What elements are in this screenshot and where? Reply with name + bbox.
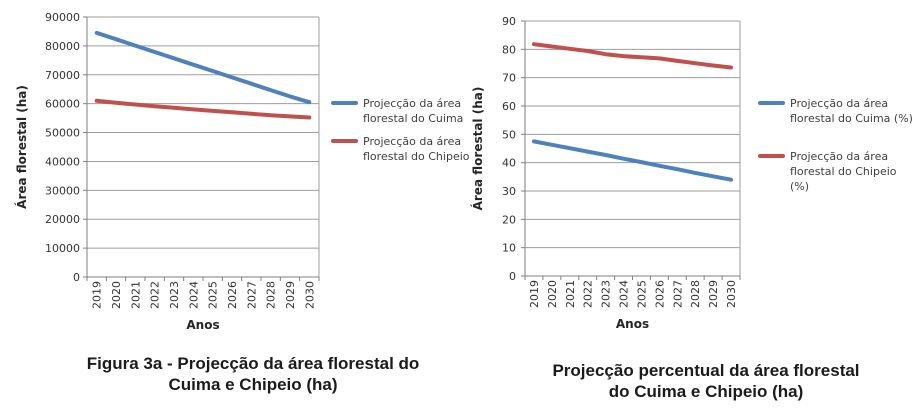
y-tick-label: 70000: [45, 69, 80, 82]
y-tick-label: 20: [502, 213, 516, 226]
x-tick-label: 2028: [689, 280, 702, 308]
y-tick-label: 40: [502, 157, 516, 170]
legend-line-swatch: [331, 101, 358, 105]
y-axis-title: Área florestal (ha): [470, 87, 485, 211]
y-tick-label: 0: [73, 271, 80, 284]
legend-label-line: Projecção da área: [363, 97, 462, 110]
x-tick-label: 2026: [653, 280, 666, 308]
legend-label-line: (%): [790, 180, 810, 193]
y-tick-label: 80000: [45, 40, 80, 53]
legend-label: Projecção da área florestal do Chipeio (%): [790, 149, 897, 194]
y-tick-label: 90000: [45, 11, 80, 24]
x-tick-label: 2026: [226, 281, 239, 309]
x-tick-label: 2020: [110, 281, 123, 309]
legend-label-line: Projecção da área: [363, 135, 462, 148]
y-tick-label: 90: [502, 15, 516, 28]
x-axis-title: Anos: [186, 318, 219, 332]
legend-item-chipeio: Projecção da área florestal do Chipeio: [331, 134, 470, 164]
legend-label-line: Projecção da área: [790, 97, 889, 110]
legend-label: Projecção da área florestal do Cuima (%): [790, 96, 913, 126]
series-line-chipeio: [94, 98, 312, 120]
legend-item-cuima: Projecção da área florestal do Cuima (%): [758, 96, 913, 126]
x-tick-label: 2022: [149, 281, 162, 309]
x-tick-label: 2019: [91, 281, 104, 309]
legend-label-line: florestal do Cuima: [363, 112, 464, 125]
x-tick-label: 2029: [284, 281, 297, 309]
caption-right-chart: Projecção percentual da área florestal d…: [500, 360, 912, 402]
legend-line-swatch: [331, 139, 358, 143]
legend-label: Projecção da área florestal do Cuima: [363, 96, 463, 126]
series-line-chipeio: [532, 42, 733, 70]
x-tick-label: 2020: [546, 280, 559, 308]
y-tick-label: 80: [502, 43, 516, 56]
y-tick-label: 10000: [45, 242, 80, 255]
x-tick-label: 2024: [187, 281, 200, 309]
charts-svg: 0 10000 20000 30000 40000 50000 60000 70000 8000…: [14, 11, 741, 332]
legend-line-swatch: [758, 101, 785, 105]
x-tick-label: 2021: [564, 280, 577, 308]
y-tick-label: 30000: [45, 184, 80, 197]
left-chart-plot: 0 10000 20000 30000 40000 50000 60000 70000 8000…: [14, 11, 320, 332]
x-tick-label: 2021: [129, 281, 142, 309]
series-line-cuima: [94, 30, 312, 105]
caption-left-chart: Figura 3a - Projecção da área florestal …: [43, 353, 463, 395]
caption-right-line1: Projecção percentual da área florestal: [552, 361, 860, 380]
y-tick-label: 70: [502, 72, 516, 85]
x-tick-label: 2024: [618, 280, 631, 308]
legend-line-swatch: [758, 154, 785, 158]
x-tick-label: 2025: [635, 280, 648, 308]
legend-item-chipeio: Projecção da área florestal do Chipeio (%): [758, 149, 897, 194]
y-tick-label: 50: [502, 128, 516, 141]
x-tick-label: 2030: [725, 280, 738, 308]
x-tick-label: 2027: [245, 281, 258, 309]
legend-label: Projecção da área florestal do Chipeio: [363, 134, 470, 164]
x-tick-label: 2029: [707, 280, 720, 308]
x-axis-title: Anos: [616, 317, 649, 331]
y-axis-title: Área florestal (ha): [14, 85, 29, 209]
caption-right-line2: do Cuima e Chipeio (ha): [608, 382, 804, 401]
legend-label-line: florestal do Cuima (%): [790, 112, 913, 125]
x-tick-label: 2022: [582, 280, 595, 308]
x-tick-label: 2028: [265, 281, 278, 309]
y-tick-label: 10: [502, 242, 516, 255]
legend-label-line: florestal do Chipeio: [363, 150, 470, 163]
caption-left-line2: Cuima e Chipeio (ha): [168, 375, 338, 394]
legend-label-line: Projecção da área: [790, 150, 889, 163]
x-tick-label: 2019: [528, 280, 541, 308]
x-tick-label: 2023: [168, 281, 181, 309]
y-tick-label: 50000: [45, 127, 80, 140]
y-tick-label: 30: [502, 185, 516, 198]
y-tick-label: 60: [502, 100, 516, 113]
series-line-cuima: [532, 139, 733, 182]
y-tick-label: 40000: [45, 155, 80, 168]
legend-label-line: florestal do Chipeio: [790, 165, 897, 178]
x-tick-label: 2030: [303, 281, 316, 309]
y-tick-label: 20000: [45, 213, 80, 226]
y-tick-label: 60000: [45, 98, 80, 111]
y-tick-label: 0: [509, 270, 516, 283]
x-tick-label: 2027: [671, 280, 684, 308]
x-tick-label: 2023: [600, 280, 613, 308]
x-tick-label: 2025: [207, 281, 220, 309]
caption-left-line1: Figura 3a - Projecção da área florestal …: [86, 354, 420, 373]
legend-item-cuima: Projecção da área florestal do Cuima: [331, 96, 463, 126]
